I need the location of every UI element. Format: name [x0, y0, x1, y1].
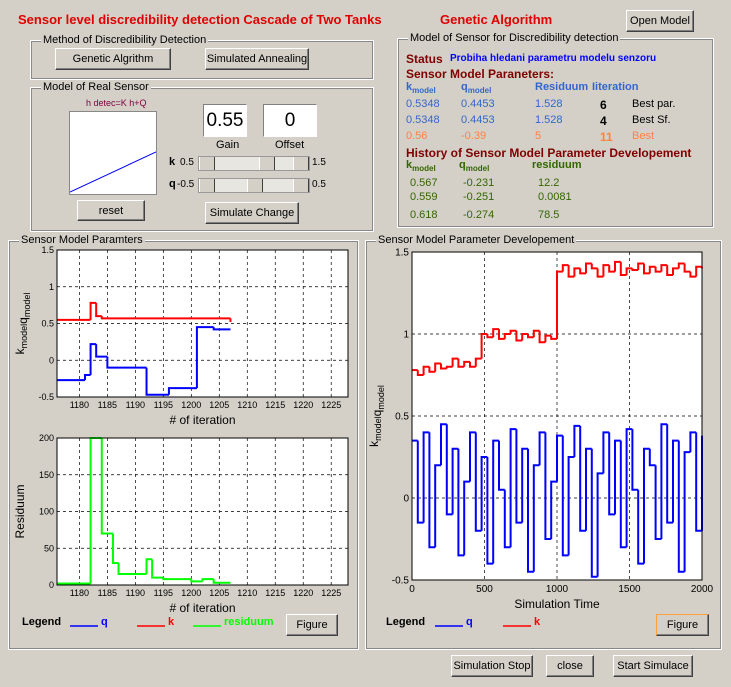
param-cell: 5 — [535, 130, 542, 142]
stop-button[interactable]: Simulation Stop — [451, 655, 533, 677]
header-main: k — [406, 159, 413, 171]
param-cell: -0.39 — [461, 130, 487, 142]
column-header: qmodel — [461, 81, 491, 95]
right-panel: Sensor Model Parameter Developement Figu… — [365, 234, 722, 650]
header-main: k — [406, 81, 413, 93]
close-button[interactable]: close — [546, 655, 594, 677]
panel-title: Model of Real Sensor — [41, 81, 151, 93]
history-cell: -0.274 — [463, 209, 495, 221]
sa-button[interactable]: Simulated Annealing — [205, 48, 309, 70]
history-cell: 0.0081 — [538, 191, 572, 203]
header-main: q — [459, 159, 466, 171]
status-text: Probiha hledani parametru modelu senzoru — [450, 53, 657, 64]
sensor-line — [69, 151, 157, 193]
panel-title: Method of Discredibility Detection — [41, 34, 209, 46]
param-cell: 0.5348 — [406, 98, 440, 110]
method-panel: Method of Discredibility Detection Genet… — [30, 34, 374, 80]
column-header: residuum — [532, 159, 582, 171]
left-panel: Sensor Model Paramters Figure — [8, 234, 359, 650]
history-title: History of Sensor Model Parameter Develo… — [406, 146, 692, 160]
column-header: Residuum — [535, 81, 589, 93]
k-slider[interactable] — [198, 156, 310, 171]
panel-title: Model of Sensor for Discredibility detec… — [408, 32, 621, 44]
start-button[interactable]: Start Simulace — [613, 655, 693, 677]
history-cell: 0.567 — [410, 177, 438, 189]
param-cell: 0.56 — [406, 130, 428, 142]
header-sub: model — [412, 164, 436, 174]
offset-edit[interactable]: 0 — [263, 104, 317, 137]
param-cell: 0.5348 — [406, 114, 440, 126]
slider-name: k — [169, 156, 176, 168]
history-cell: 0.559 — [410, 191, 438, 203]
history-cell: 78.5 — [538, 209, 560, 221]
ga-button[interactable]: Genetic Algrithm — [55, 48, 171, 70]
panel-title: Sensor Model Parameter Developement — [376, 234, 577, 246]
figure-button[interactable]: Figure — [656, 614, 709, 636]
param-cell: 4 — [600, 114, 607, 128]
offset-label: Offset — [275, 139, 305, 151]
history-cell: 12.2 — [538, 177, 560, 189]
header-sub: model — [465, 164, 490, 174]
param-cell: 0.4453 — [461, 114, 495, 126]
simulate-button[interactable]: Simulate Change — [205, 202, 299, 224]
param-cell: 11 — [600, 130, 613, 144]
param-cell: 1.528 — [535, 98, 563, 110]
gain-edit[interactable]: 0.55 — [203, 104, 247, 137]
column-header: kmodel — [406, 81, 436, 95]
params-title: Sensor Model Paraneters: — [406, 67, 555, 81]
slider-min: -0.5 — [177, 179, 195, 190]
history-cell: 0.618 — [410, 209, 438, 221]
column-header: kmodel — [406, 159, 436, 173]
header-main: q — [461, 81, 468, 93]
slider-max: 1.5 — [312, 157, 326, 168]
param-cell: 1.528 — [535, 114, 563, 126]
status-label: Status — [406, 52, 443, 66]
q-slider[interactable] — [198, 178, 310, 193]
param-cell: 0.4453 — [461, 98, 495, 110]
panel-title: Sensor Model Paramters — [19, 234, 145, 246]
slider-max: 0.5 — [312, 179, 326, 190]
param-cell: Best Sf. — [632, 114, 671, 126]
slider-min: 0.5 — [180, 157, 194, 168]
param-cell: Best par. — [632, 98, 676, 110]
header-sub: model — [467, 86, 492, 96]
open-model-button[interactable]: Open Model — [626, 10, 694, 32]
column-header: Iiteration — [592, 81, 639, 93]
slider-name: q — [169, 178, 176, 190]
gain-label: Gain — [216, 139, 240, 151]
equation: h detec=K h+Q — [86, 98, 147, 108]
sensor-plot — [69, 111, 157, 195]
title: Sensor level discredibility detection Ca… — [18, 12, 382, 27]
header-sub: model — [412, 86, 436, 96]
reset-button[interactable]: reset — [77, 200, 145, 221]
history-cell: -0.251 — [463, 191, 495, 203]
figure-button[interactable]: Figure — [286, 614, 338, 636]
column-header: qmodel — [459, 159, 489, 173]
real-sensor-panel: Model of Real Sensor h detec=K h+Q 0.55 … — [30, 81, 374, 232]
history-cell: -0.231 — [463, 177, 495, 189]
param-cell: 6 — [600, 98, 607, 112]
algorithm: Genetic Algorithm — [440, 12, 553, 27]
param-cell: Best — [632, 130, 655, 142]
model-panel: Model of Sensor for Discredibility detec… — [397, 32, 714, 228]
